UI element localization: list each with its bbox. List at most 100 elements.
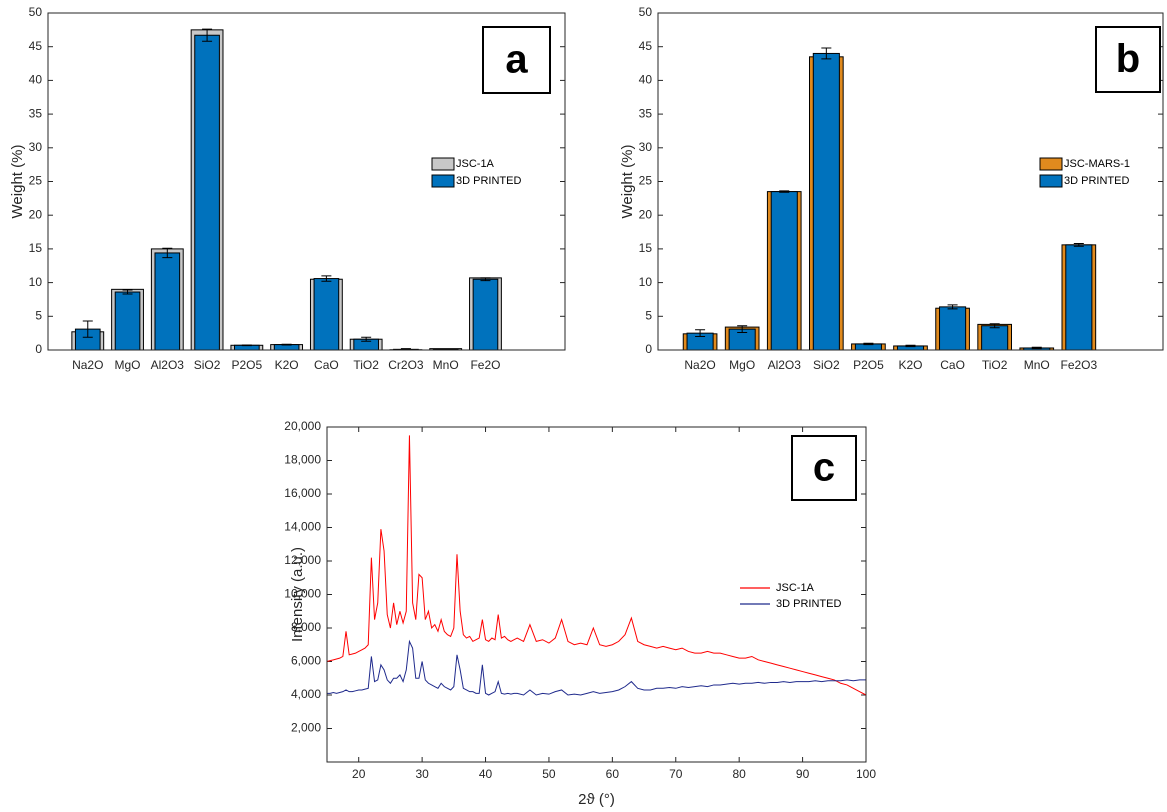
x-tick-label: Al2O3	[151, 358, 185, 372]
y-tick-label: 10	[639, 275, 653, 289]
y-tick-label: 6,000	[291, 654, 321, 668]
legend-label: 3D PRINTED	[1064, 175, 1129, 187]
y-tick-label: 50	[639, 5, 653, 19]
y-tick-label: 16,000	[284, 486, 321, 500]
panel-label: c	[813, 446, 835, 490]
error-bar	[281, 343, 292, 346]
error-bar	[82, 320, 93, 338]
x-tick-label: SiO2	[194, 358, 221, 372]
x-tick-label: MnO	[433, 358, 459, 372]
error-bar	[1073, 243, 1084, 247]
error-bar	[863, 342, 874, 346]
x-tick-label: SiO2	[813, 358, 840, 372]
panel-label-box	[1095, 26, 1161, 93]
x-tick-label: CaO	[314, 358, 339, 372]
bar	[114, 291, 141, 351]
x-tick-label: Cr2O3	[388, 358, 424, 372]
y-tick-label: 12,000	[284, 553, 321, 567]
y-axis-label: Weight (%)	[9, 145, 26, 219]
y-tick-label: 20	[639, 207, 653, 221]
y-tick-label: 5	[35, 308, 42, 322]
bar	[981, 325, 1009, 351]
y-tick-label: 4,000	[291, 687, 321, 701]
legend-label: JSC-1A	[456, 158, 495, 170]
panel-label: b	[1116, 37, 1140, 81]
legend-swatch	[1039, 157, 1063, 171]
bar	[770, 191, 798, 351]
x-tick-label: 100	[856, 767, 876, 781]
error-bar	[947, 304, 958, 310]
x-tick-label: P2O5	[853, 358, 884, 372]
panel-label-box	[791, 435, 857, 501]
axes-frame	[326, 426, 867, 763]
y-tick-label: 35	[29, 106, 43, 120]
legend-label: 3D PRINTED	[456, 175, 521, 187]
y-axis-label: Weight (%)	[619, 145, 636, 219]
y-tick-label: 45	[29, 39, 43, 53]
y-tick-label: 40	[639, 73, 653, 87]
data-line	[327, 639, 866, 696]
x-tick-label: 90	[796, 767, 810, 781]
x-tick-label: 70	[669, 767, 683, 781]
y-tick-label: 30	[639, 140, 653, 154]
y-tick-label: 30	[29, 140, 43, 154]
y-tick-label: 10	[29, 275, 43, 289]
y-tick-label: 18,000	[284, 453, 321, 467]
panel-label-box	[482, 26, 551, 94]
y-tick-label: 0	[35, 342, 42, 356]
x-tick-label: K2O	[275, 358, 299, 372]
error-bar	[989, 323, 1000, 329]
y-tick-label: 8,000	[291, 620, 321, 634]
error-bar	[321, 275, 332, 282]
y-tick-label: 25	[639, 174, 653, 188]
x-tick-label: 20	[352, 767, 366, 781]
error-bar	[202, 28, 213, 42]
y-tick-label: 14,000	[284, 520, 321, 534]
y-tick-label: 35	[639, 106, 653, 120]
legend-swatch	[431, 174, 455, 188]
y-axis-label: Intensity (a.u.)	[289, 547, 306, 642]
bar	[472, 278, 499, 351]
x-tick-label: Fe2O3	[1060, 358, 1097, 372]
axes-frame	[47, 12, 566, 351]
error-bar	[695, 329, 706, 338]
y-tick-label: 2,000	[291, 721, 321, 735]
bar	[1065, 244, 1093, 351]
x-tick-label: TiO2	[353, 358, 379, 372]
error-bar	[162, 247, 173, 259]
y-tick-label: 45	[639, 39, 653, 53]
x-tick-label: P2O5	[232, 358, 263, 372]
panel-label: a	[505, 38, 528, 82]
y-tick-label: 25	[29, 174, 43, 188]
x-tick-label: Al2O3	[768, 358, 802, 372]
x-axis-label: 2ϑ (°)	[578, 791, 615, 808]
x-tick-label: Fe2O	[470, 358, 500, 372]
axes-frame	[657, 12, 1164, 351]
y-tick-label: 5	[645, 308, 652, 322]
y-tick-label: 15	[29, 241, 43, 255]
x-tick-label: 40	[479, 767, 493, 781]
error-bar	[737, 325, 748, 333]
legend-label: JSC-1A	[776, 582, 815, 594]
x-tick-label: 60	[606, 767, 620, 781]
error-bar	[480, 277, 491, 282]
error-bar	[779, 190, 790, 193]
x-tick-label: MgO	[115, 358, 141, 372]
error-bar	[361, 336, 372, 342]
bar	[812, 52, 840, 351]
x-tick-label: MnO	[1024, 358, 1050, 372]
x-tick-label: Na2O	[684, 358, 715, 372]
y-tick-label: 15	[639, 241, 653, 255]
x-tick-label: CaO	[940, 358, 965, 372]
x-tick-label: TiO2	[982, 358, 1008, 372]
error-bar	[1031, 346, 1042, 350]
error-bar	[905, 344, 916, 348]
bar	[194, 34, 220, 351]
bar	[939, 306, 967, 351]
data-line	[326, 435, 867, 696]
y-tick-label: 50	[29, 5, 43, 19]
y-tick-label: 10,000	[284, 587, 321, 601]
y-tick-label: 40	[29, 73, 43, 87]
